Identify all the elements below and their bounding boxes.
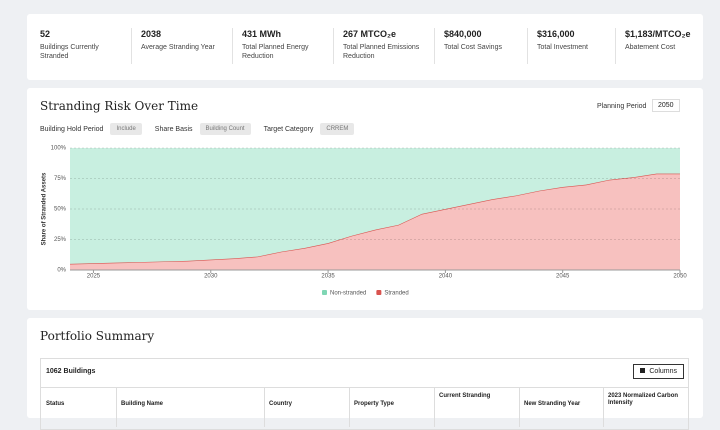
filter-label: Target Category (263, 125, 314, 133)
kpi: $1,183/MTCO₂e Abatement Cost (625, 29, 705, 52)
column-header[interactable]: 2023 Normalized Carbon Intensity (608, 393, 679, 406)
kpi: 2038 Average Stranding Year (141, 29, 221, 52)
kpi-value: 52 (40, 29, 51, 39)
filter-label: Share Basis (154, 125, 193, 133)
column-divider (519, 387, 520, 427)
kpi-label: Abatement Cost (625, 44, 676, 51)
legend-label: Non-stranded (330, 291, 366, 297)
legend-label: Stranded (384, 291, 408, 297)
kpi-separator (232, 28, 233, 64)
kpi-separator (615, 28, 616, 64)
filters: Building Hold Period Include Share Basis Bu… (40, 123, 355, 135)
x-tick-label: 2045 (556, 274, 570, 280)
kpi-value: $840,000 (444, 29, 482, 39)
column-header[interactable]: Building Name (121, 401, 164, 407)
planning-label: Planning Period (597, 103, 647, 110)
column-header[interactable]: Property Type (354, 401, 394, 407)
kpi-card: 52 Buildings Currently Stranded 2038 Averag… (27, 14, 703, 80)
kpi-value: 2038 (141, 29, 162, 39)
filter-select[interactable]: Building Count (199, 123, 251, 135)
kpi-label: Total Investment (537, 44, 588, 51)
kpi-label: Total Planned Emissions Reduction (343, 44, 420, 60)
page: 52 Buildings Currently Stranded 2038 Averag… (27, 14, 703, 430)
column-divider (603, 387, 604, 427)
column-header[interactable]: Status (46, 401, 65, 407)
chart-title: Stranding Risk Over Time (40, 99, 199, 113)
x-tick-label: 2050 (673, 274, 687, 280)
columns-button-label: Columns (649, 368, 677, 375)
y-tick-label: 25% (54, 237, 67, 243)
kpi: 52 Buildings Currently Stranded (40, 29, 120, 61)
divider (41, 387, 688, 388)
kpi-value: $1,183/MTCO₂e (625, 29, 691, 39)
filter-label: Building Hold Period (40, 125, 104, 133)
filter-select[interactable]: CRREM (320, 123, 355, 135)
portfolio-title: Portfolio Summary (40, 329, 155, 343)
kpi-separator (434, 28, 435, 64)
x-tick-label: 2040 (439, 274, 453, 280)
column-header[interactable]: Current Stranding (439, 393, 491, 399)
kpi-value: $316,000 (537, 29, 575, 39)
column-divider (434, 387, 435, 427)
area (70, 173, 680, 270)
column-divider (116, 387, 117, 427)
column-header[interactable]: Country (269, 401, 292, 407)
kpi-value: 431 MWh (242, 29, 282, 39)
kpi: $840,000 Total Cost Savings (444, 29, 524, 52)
columns-button[interactable]: Columns (633, 364, 684, 379)
filter-select[interactable]: Include (110, 123, 142, 135)
column-divider (349, 387, 350, 427)
y-tick-label: 50% (54, 207, 67, 213)
y-tick-label: 0% (57, 268, 66, 274)
kpi-label: Buildings Currently Stranded (40, 44, 99, 60)
kpi-separator (333, 28, 334, 64)
y-tick-label: 75% (54, 176, 67, 182)
x-tick-label: 2030 (204, 274, 218, 280)
kpi-label: Total Planned Energy Reduction (242, 44, 309, 60)
x-tick-label: 2035 (321, 274, 335, 280)
legend-swatch (322, 290, 327, 295)
x-tick-label: 2025 (87, 274, 101, 280)
portfolio-card: Portfolio Summary 1062 Buildings Columns… (27, 318, 703, 430)
kpi-value: 267 MTCO₂e (343, 29, 397, 39)
table: 1062 Buildings Columns Status Building Na… (40, 358, 689, 430)
kpi: 431 MWh Total Planned Energy Reduction (242, 29, 322, 61)
kpi-separator (527, 28, 528, 64)
kpi-label: Total Cost Savings (444, 44, 502, 51)
column-divider (264, 387, 265, 427)
chart: 0% 25% 50% 75% 100% 2025 2030 2035 2040 2045 2050 S… (42, 146, 688, 297)
area (70, 148, 680, 264)
kpi-separator (131, 28, 132, 64)
planning-select[interactable]: 2050 (652, 99, 680, 112)
y-axis-label: Share of Stranded Assets (42, 172, 48, 245)
kpi-label: Average Stranding Year (141, 44, 215, 51)
kpi: 267 MTCO₂e Total Planned Emissions Reduct… (343, 29, 423, 61)
legend-swatch (376, 290, 382, 295)
column-header[interactable]: New Stranding Year (524, 401, 581, 407)
y-tick-label: 100% (51, 146, 67, 152)
kpi: $316,000 Total Investment (537, 29, 617, 52)
row-count: 1062 Buildings (46, 368, 96, 375)
